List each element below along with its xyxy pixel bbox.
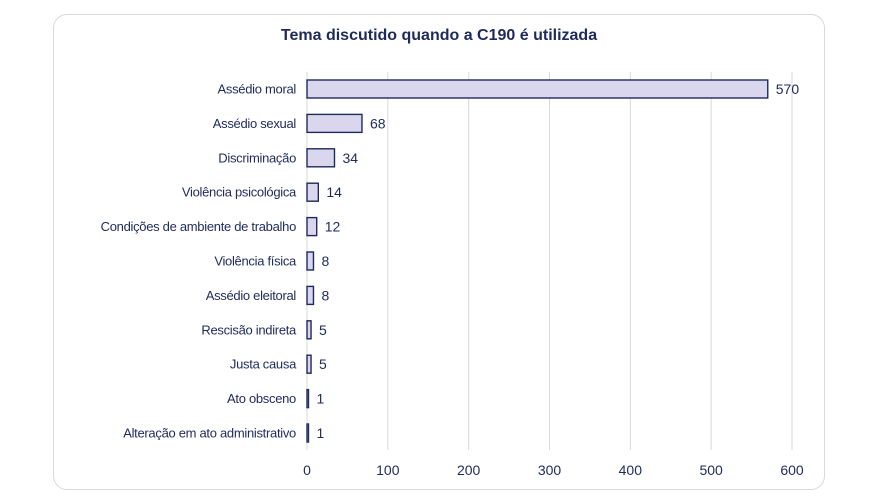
category-label: Assédio moral bbox=[218, 82, 297, 97]
value-labels: 570 68 34 14 12 8 8 5 5 1 1 bbox=[317, 81, 800, 441]
data-label: 1 bbox=[317, 425, 325, 441]
category-label: Assédio sexual bbox=[213, 116, 297, 131]
data-label: 34 bbox=[342, 150, 358, 166]
data-label: 8 bbox=[321, 287, 329, 303]
bar bbox=[306, 320, 312, 340]
x-axis-ticks: 0 100 200 300 400 500 600 bbox=[303, 462, 804, 478]
bar bbox=[306, 388, 310, 409]
category-label: Assédio eleitoral bbox=[206, 288, 297, 303]
x-tick-label: 200 bbox=[457, 462, 481, 478]
data-label: 68 bbox=[370, 115, 386, 131]
x-tick-label: 100 bbox=[376, 462, 400, 478]
data-label: 12 bbox=[325, 219, 341, 235]
x-tick-label: 400 bbox=[619, 462, 643, 478]
bar bbox=[306, 182, 320, 202]
x-tick-label: 600 bbox=[780, 462, 804, 478]
bar bbox=[306, 216, 318, 237]
data-label: 14 bbox=[326, 184, 342, 200]
category-label: Rescisão indireta bbox=[201, 322, 297, 337]
x-tick-label: 0 bbox=[303, 462, 311, 478]
x-tick-label: 500 bbox=[699, 462, 723, 478]
category-label: Violência física bbox=[214, 254, 297, 269]
category-label: Violência psicológica bbox=[182, 185, 297, 200]
data-label: 1 bbox=[317, 391, 325, 407]
category-label: Discriminação bbox=[218, 150, 296, 165]
bar bbox=[306, 113, 363, 134]
bar bbox=[306, 79, 769, 99]
category-label: Condições de ambiente de trabalho bbox=[101, 219, 296, 234]
category-label: Justa causa bbox=[230, 357, 297, 372]
x-tick-label: 300 bbox=[538, 462, 562, 478]
category-labels: Assédio moral Assédio sexual Discriminação… bbox=[101, 82, 298, 441]
data-label: 8 bbox=[321, 253, 329, 269]
data-label: 5 bbox=[319, 356, 327, 372]
bar bbox=[306, 423, 310, 443]
category-label: Ato obsceno bbox=[227, 391, 296, 406]
chart-title: Tema discutido quando a C190 é utilizada bbox=[280, 27, 598, 44]
gridlines bbox=[306, 72, 793, 450]
bar bbox=[306, 285, 315, 306]
bar bbox=[306, 148, 336, 168]
bar bbox=[306, 354, 312, 374]
data-label: 570 bbox=[776, 81, 800, 97]
bar bbox=[306, 251, 315, 271]
category-label: Alteração em ato administrativo bbox=[123, 426, 296, 441]
data-label: 5 bbox=[319, 322, 327, 338]
bars bbox=[306, 79, 769, 443]
